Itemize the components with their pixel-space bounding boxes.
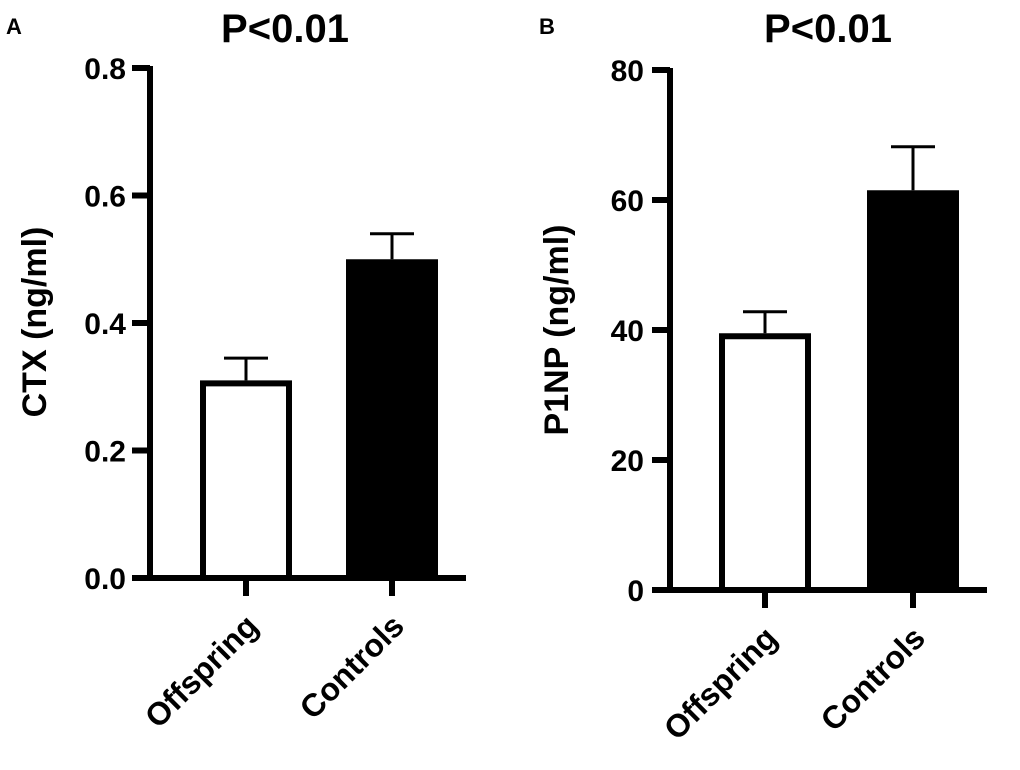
panel-a-category-label: Offspring — [138, 607, 265, 734]
panel-b-category-label: Controls — [813, 619, 931, 737]
panel-b-title: P<0.01 — [764, 7, 892, 51]
panel-a-y-tick-label: 0.6 — [84, 181, 126, 214]
panel-b-y-tick-label: 40 — [611, 315, 644, 348]
panel-b-y-axis-label: P1NP (ng/ml) — [538, 225, 576, 436]
panel-b-bar-offspring — [719, 333, 811, 593]
panel-b-y-tick-label: 0 — [627, 575, 644, 608]
panel-letter-b: B — [539, 14, 555, 39]
panel-a-y-tick-label: 0.0 — [84, 563, 126, 596]
panel-letter-a: A — [6, 14, 22, 39]
panel-a-y-tick-label: 0.8 — [84, 53, 126, 86]
panel-a-bar-controls — [346, 259, 438, 581]
panel-b-y-tick-label: 80 — [611, 55, 644, 88]
panel-a-bar-offspring — [200, 380, 292, 581]
panel-b-y-tick-label: 20 — [611, 445, 644, 478]
panel-b: B P<0.01 P1NP (ng/ml) 0 20 40 60 80 Offspring… — [538, 7, 987, 747]
panel-a-y-tick-label: 0.4 — [84, 308, 126, 341]
panel-a: A P<0.01 CTX (ng/ml) 0.0 0.2 0.4 0.6 0.8 Offs… — [6, 7, 466, 735]
panel-b-y-tick-label: 60 — [611, 185, 644, 218]
panel-a-category-label: Controls — [292, 607, 410, 725]
panel-a-y-tick-label: 0.2 — [84, 436, 126, 469]
panel-b-bar-controls — [867, 190, 959, 593]
panel-a-title: P<0.01 — [221, 7, 349, 51]
panel-b-category-label: Offspring — [657, 619, 784, 746]
panel-a-y-axis-label: CTX (ng/ml) — [16, 227, 54, 418]
